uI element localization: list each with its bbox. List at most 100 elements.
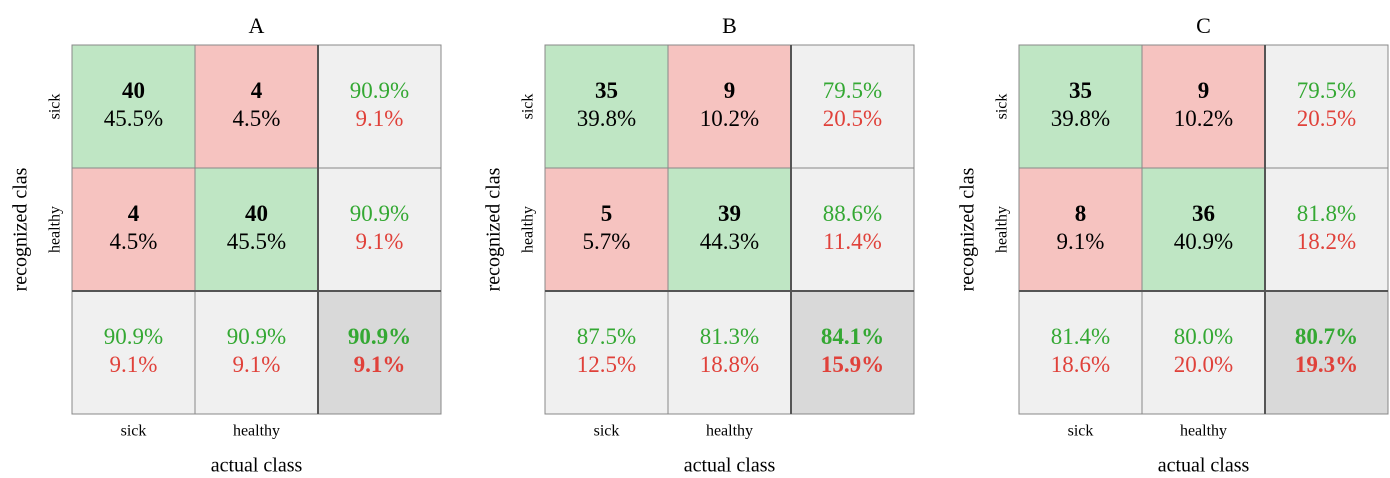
x-axis-label: actual class (684, 455, 776, 477)
cell (667, 44, 792, 169)
summary-correct: 80.0% (1174, 324, 1233, 349)
x-axis-label: actual class (1158, 455, 1250, 477)
confusion-matrix: A 40 45.5% 4 4.5% 90.9% 9.1% 4 4.5% 40 45.5% 90.9% 9… (10, 13, 442, 477)
summary-wrong: 11.4% (823, 229, 882, 254)
cell (71, 167, 196, 292)
cell (71, 290, 196, 415)
cell-count: 4 (128, 201, 140, 226)
cell (1264, 290, 1389, 415)
cell (1018, 290, 1143, 415)
summary-wrong: 18.8% (700, 352, 759, 377)
confusion-matrix: B 35 39.8% 9 10.2% 79.5% 20.5% 5 5.7% 39 44.3% 88.6… (483, 13, 915, 477)
cell-percent: 45.5% (227, 229, 286, 254)
cell-count: 9 (724, 78, 736, 103)
cell-count: 4 (251, 78, 263, 103)
cell-count: 5 (601, 201, 613, 226)
cell-count: 36 (1192, 201, 1215, 226)
cell (194, 44, 319, 169)
cell-percent: 40.9% (1174, 229, 1233, 254)
panel-title: C (1196, 13, 1211, 38)
cell-count: 39 (718, 201, 741, 226)
summary-wrong: 19.3% (1295, 352, 1358, 377)
row-label: sick (520, 94, 537, 120)
row-label: healthy (520, 206, 537, 253)
cell-percent: 5.7% (583, 229, 631, 254)
summary-wrong: 9.1% (356, 229, 404, 254)
cell (1141, 44, 1266, 169)
panel-title: B (722, 13, 737, 38)
summary-correct: 81.4% (1051, 324, 1110, 349)
cell (1141, 167, 1266, 292)
y-axis-label: recognized clas (10, 167, 32, 291)
summary-correct: 79.5% (1297, 78, 1356, 103)
cell (317, 44, 442, 169)
cell (790, 290, 915, 415)
cell-count: 35 (595, 78, 618, 103)
col-label: sick (121, 423, 147, 440)
cell (544, 167, 669, 292)
cell (1018, 167, 1143, 292)
cell (790, 44, 915, 169)
cell (1264, 167, 1389, 292)
cell (194, 290, 319, 415)
cell-percent: 4.5% (110, 229, 158, 254)
summary-wrong: 9.1% (356, 106, 404, 131)
y-axis-label: recognized clas (957, 167, 979, 291)
col-label: sick (594, 423, 620, 440)
cell-count: 9 (1198, 78, 1210, 103)
cell (71, 44, 196, 169)
summary-correct: 90.9% (350, 201, 409, 226)
summary-wrong: 12.5% (577, 352, 636, 377)
summary-wrong: 9.1% (110, 352, 158, 377)
summary-wrong: 9.1% (354, 352, 406, 377)
col-label: healthy (1180, 423, 1227, 440)
cell-count: 8 (1075, 201, 1087, 226)
confusion-matrix: C 35 39.8% 9 10.2% 79.5% 20.5% 8 9.1% 36 40.9% 81.8… (957, 13, 1389, 477)
summary-wrong: 20.0% (1174, 352, 1233, 377)
summary-wrong: 20.5% (823, 106, 882, 131)
cell (194, 167, 319, 292)
summary-wrong: 18.2% (1297, 229, 1356, 254)
summary-correct: 79.5% (823, 78, 882, 103)
summary-correct: 81.8% (1297, 201, 1356, 226)
cell-percent: 45.5% (104, 106, 163, 131)
summary-correct: 90.9% (350, 78, 409, 103)
cell (667, 290, 792, 415)
summary-correct: 90.9% (104, 324, 163, 349)
x-axis-label: actual class (211, 455, 303, 477)
cell (667, 167, 792, 292)
summary-correct: 81.3% (700, 324, 759, 349)
cell (544, 44, 669, 169)
summary-correct: 84.1% (821, 324, 884, 349)
cell-percent: 44.3% (700, 229, 759, 254)
row-label: healthy (47, 206, 64, 253)
cell-count: 40 (245, 201, 268, 226)
col-label: sick (1068, 423, 1094, 440)
summary-correct: 90.9% (227, 324, 286, 349)
cell-percent: 39.8% (1051, 106, 1110, 131)
summary-correct: 80.7% (1295, 324, 1358, 349)
y-axis-label: recognized clas (483, 167, 505, 291)
summary-wrong: 18.6% (1051, 352, 1110, 377)
summary-correct: 88.6% (823, 201, 882, 226)
cell-percent: 9.1% (1057, 229, 1105, 254)
cell (790, 167, 915, 292)
cell-count: 35 (1069, 78, 1092, 103)
summary-correct: 90.9% (348, 324, 411, 349)
summary-correct: 87.5% (577, 324, 636, 349)
cell (317, 167, 442, 292)
row-label: healthy (994, 206, 1011, 253)
cell-percent: 4.5% (233, 106, 281, 131)
cell-percent: 10.2% (700, 106, 759, 131)
col-label: healthy (706, 423, 753, 440)
summary-wrong: 9.1% (233, 352, 281, 377)
col-label: healthy (233, 423, 280, 440)
summary-wrong: 15.9% (821, 352, 884, 377)
row-label: sick (47, 94, 64, 120)
cell (544, 290, 669, 415)
summary-wrong: 20.5% (1297, 106, 1356, 131)
cell-percent: 10.2% (1174, 106, 1233, 131)
row-label: sick (994, 94, 1011, 120)
cell (1141, 290, 1266, 415)
